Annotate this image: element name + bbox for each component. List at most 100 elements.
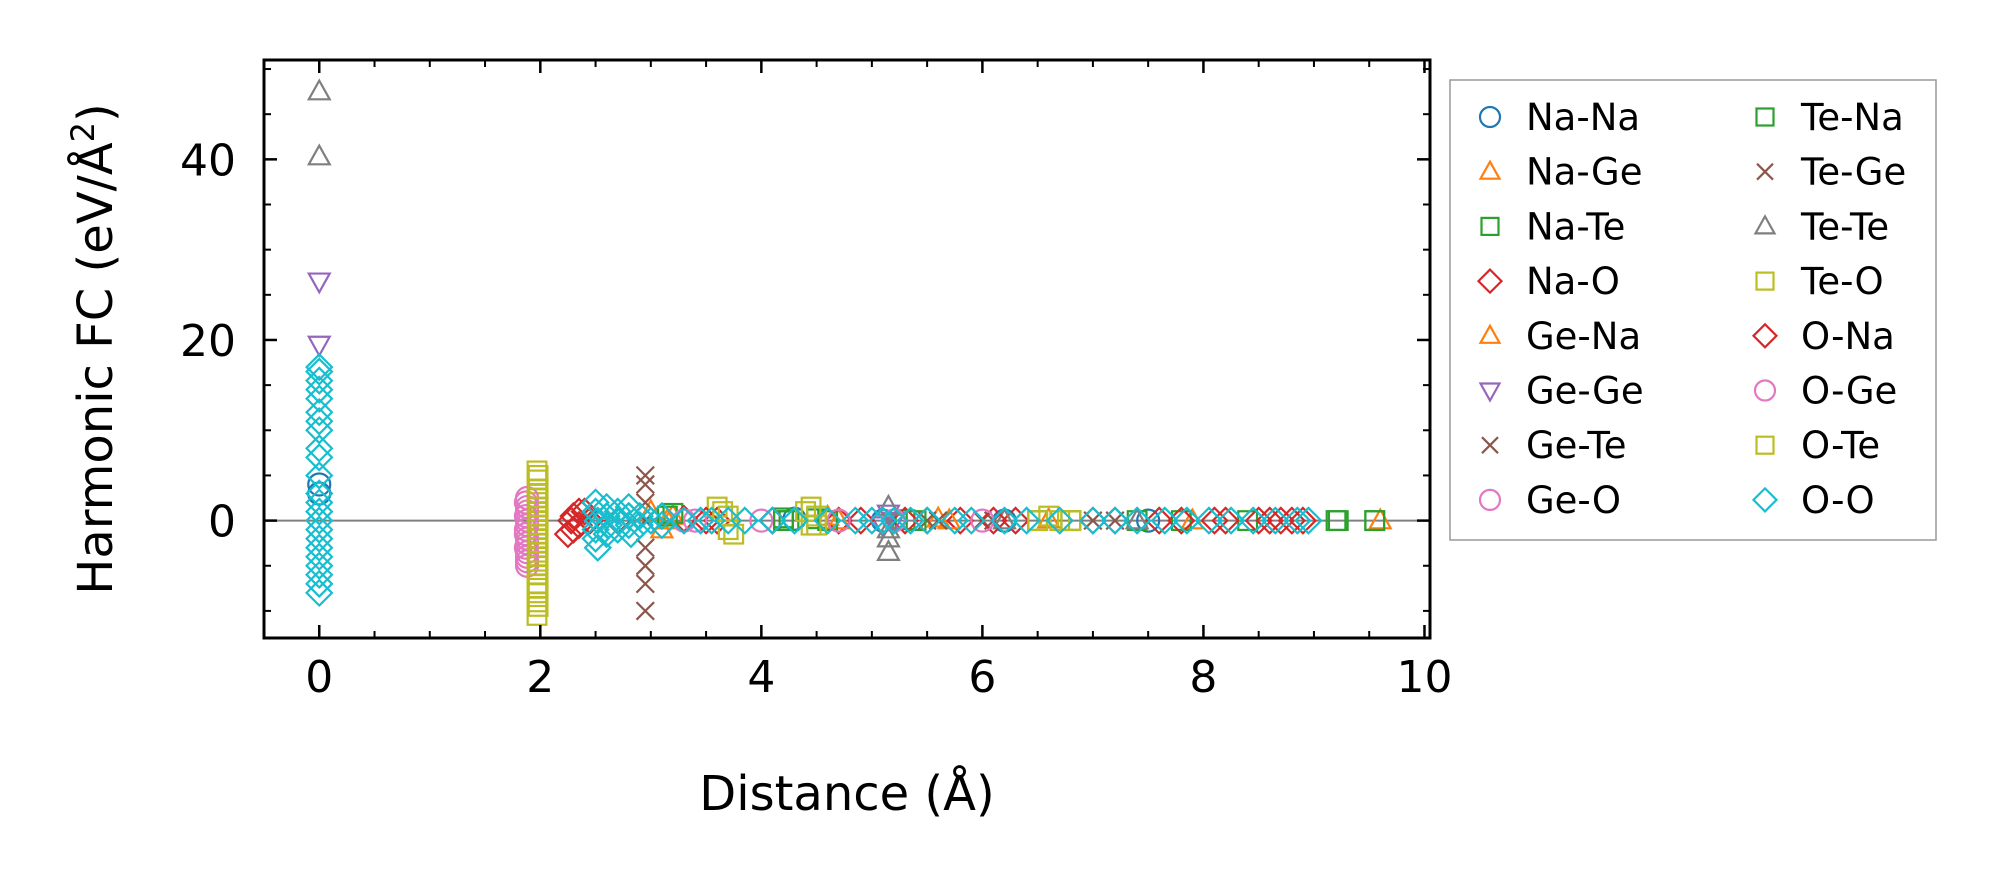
legend-label-na-o: Na-O	[1526, 260, 1620, 303]
legend-label-te-te: Te-Te	[1800, 205, 1889, 248]
point-o-o	[305, 515, 334, 544]
legend-item-na-ge: Na-Ge	[1478, 151, 1643, 194]
legend-label-te-o: Te-O	[1800, 260, 1884, 303]
x-tick-label: 2	[526, 652, 554, 703]
point-o-o	[305, 497, 334, 526]
point-o-te	[527, 564, 549, 586]
legend-marker-na-ge	[1478, 159, 1502, 180]
point-o-te	[527, 550, 549, 572]
point-te-te	[876, 525, 901, 548]
point-o-o	[1238, 506, 1268, 535]
point-o-o	[1122, 506, 1152, 535]
point-ge-o	[682, 508, 708, 533]
point-na-ge	[1036, 506, 1062, 529]
series-o-te	[527, 464, 1082, 617]
legend-label-o-ge: O-Ge	[1801, 370, 1897, 413]
legend: Na-Na Na-Ge Na-Te Na-O Ge-Na Ge-Ge Ge-Te Ge-O Te…	[1449, 79, 1937, 541]
point-o-te	[527, 577, 549, 599]
point-o-o	[594, 510, 624, 540]
point-na-o	[1145, 506, 1174, 535]
point-o-o	[780, 506, 809, 535]
point-na-ge	[1367, 507, 1393, 530]
point-o-te	[1038, 505, 1060, 527]
point-o-na	[557, 506, 586, 535]
legend-item-o-te: O-Te	[1755, 424, 1880, 467]
legend-label-ge-o: Ge-O	[1526, 479, 1621, 522]
legend-marker-na-te	[1480, 216, 1500, 236]
x-tick-label: 6	[968, 652, 996, 703]
point-te-ge	[928, 511, 948, 531]
point-o-o	[305, 551, 334, 580]
legend-label-o-na: O-Na	[1801, 315, 1895, 358]
plot-frame	[262, 58, 1432, 640]
legend-marker-te-te	[1753, 214, 1777, 235]
legend-marker-te-na	[1755, 107, 1775, 127]
point-te-na	[817, 510, 839, 532]
point-o-o	[305, 366, 334, 395]
legend-marker-o-ge	[1753, 379, 1777, 402]
point-te-te	[306, 78, 332, 101]
point-o-o	[305, 479, 334, 508]
legend-marker-te-ge	[1756, 162, 1774, 181]
y-tick-label: 0	[208, 497, 236, 548]
point-o-na	[979, 506, 1008, 535]
legend-marker-na-na	[1478, 105, 1502, 129]
point-o-te	[527, 464, 549, 486]
point-o-o	[1294, 506, 1323, 535]
point-te-o	[723, 523, 745, 545]
point-na-ge	[925, 505, 951, 528]
point-te-o	[526, 591, 548, 613]
point-ge-te	[635, 556, 655, 576]
legend-item-na-o: Na-O	[1476, 260, 1620, 303]
point-te-na	[1170, 510, 1192, 532]
legend-item-na-na: Na-Na	[1478, 96, 1640, 139]
legend-items: Na-Na Na-Ge Na-Te Na-O Ge-Na Ge-Ge Ge-Te Ge-O Te…	[1476, 96, 1906, 522]
legend-marker-ge-na	[1478, 323, 1502, 344]
point-o-ge	[826, 508, 851, 533]
point-o-o	[305, 434, 334, 463]
point-te-ge	[635, 474, 655, 495]
y-tick-label: 40	[180, 135, 236, 186]
point-o-o	[1283, 506, 1312, 535]
legend-item-na-te: Na-Te	[1480, 205, 1625, 248]
point-o-te	[527, 595, 549, 617]
data-marks-layer	[305, 78, 1393, 626]
point-o-o	[1172, 506, 1202, 535]
y-axis-label: Harmonic FC (eV/Å2)	[64, 103, 124, 595]
point-o-o	[305, 542, 334, 571]
point-o-o	[1261, 506, 1290, 535]
point-te-te	[876, 538, 901, 562]
point-o-o	[305, 375, 334, 404]
point-o-o	[1216, 506, 1246, 535]
legend-marker-o-o	[1751, 486, 1779, 513]
point-te-na	[1364, 510, 1386, 532]
point-o-o	[857, 506, 887, 535]
legend-item-o-na: O-Na	[1751, 315, 1895, 358]
point-o-o	[686, 506, 715, 535]
point-te-te	[1124, 507, 1150, 530]
point-o-te	[1049, 510, 1071, 532]
point-o-o	[614, 501, 643, 531]
point-te-na	[773, 510, 794, 532]
point-ge-ge	[306, 272, 332, 295]
legend-marker-ge-o	[1478, 488, 1502, 511]
point-ge-te	[635, 465, 655, 486]
y-axis-label-close: )	[68, 103, 124, 122]
point-o-o	[1194, 506, 1224, 535]
point-ge-o	[749, 508, 774, 533]
point-o-te	[717, 519, 739, 541]
legend-item-ge-na: Ge-Na	[1478, 315, 1641, 358]
point-o-o	[957, 506, 986, 535]
point-na-na	[1136, 508, 1161, 533]
x-axis-label: Distance (Å)	[699, 765, 994, 822]
point-ge-te	[635, 601, 655, 621]
point-o-na	[559, 515, 588, 544]
legend-item-ge-te: Ge-Te	[1481, 424, 1626, 467]
point-o-o	[730, 506, 759, 535]
legend-item-ge-ge: Ge-Ge	[1478, 370, 1644, 413]
point-na-na	[307, 481, 332, 506]
point-o-o	[1045, 506, 1074, 535]
legend-box	[1449, 79, 1937, 541]
legend-item-ge-o: Ge-O	[1478, 479, 1621, 522]
